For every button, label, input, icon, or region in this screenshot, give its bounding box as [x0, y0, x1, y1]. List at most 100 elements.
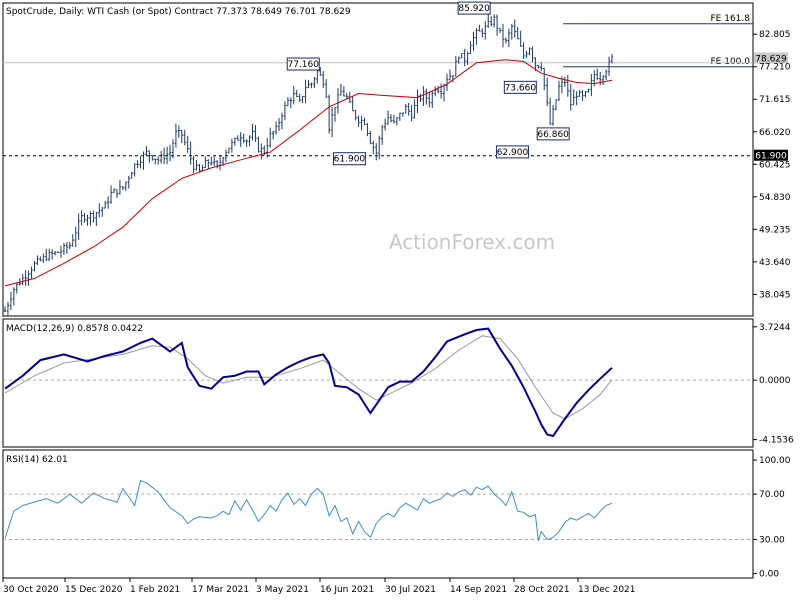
candle: [484, 21, 487, 40]
candle: [204, 156, 207, 168]
candle: [463, 48, 466, 67]
candle: [162, 147, 166, 165]
candle: [68, 242, 72, 250]
candle: [519, 30, 522, 47]
candle: [581, 89, 584, 102]
price-y-tick: 71.615: [759, 95, 791, 105]
candle: [498, 27, 502, 34]
candle: [492, 14, 496, 28]
candle: [584, 90, 587, 98]
candle: [21, 273, 24, 286]
candle: [230, 138, 234, 153]
candle: [607, 56, 611, 76]
svg-text:66.860: 66.860: [537, 130, 569, 140]
candle: [27, 270, 30, 286]
candle: [383, 118, 387, 131]
candle: [369, 130, 372, 145]
x-tick-label: 13 Dec 2021: [578, 585, 636, 595]
candle: [30, 266, 33, 279]
chart-title: SpotCrude, Daily: WTI Cash (or Spot) Con…: [6, 7, 351, 17]
candle: [86, 214, 89, 226]
candle: [451, 75, 455, 83]
candle: [310, 82, 313, 89]
candle: [151, 154, 154, 161]
candle: [213, 156, 216, 167]
x-tick-label: 14 Sep 2021: [450, 585, 507, 595]
candle: [9, 291, 13, 311]
candle: [466, 51, 469, 65]
candle: [360, 116, 363, 131]
candle: [357, 115, 360, 127]
candle: [192, 155, 195, 174]
candle: [548, 97, 552, 125]
candle: [248, 135, 251, 147]
candle: [274, 121, 278, 135]
candle: [525, 50, 528, 58]
candle: [395, 116, 399, 126]
candle: [50, 249, 54, 260]
price-annotation: 61.900: [332, 152, 366, 166]
candle: [254, 124, 257, 142]
candle: [336, 88, 340, 114]
candle: [236, 135, 239, 141]
price-annotation: 66.860: [536, 127, 570, 141]
candle: [324, 79, 328, 98]
x-tick-label: 1 Feb 2021: [130, 585, 180, 595]
rsi-line: [4, 479, 613, 541]
signal-line: [4, 335, 613, 420]
watermark: ActionForex.com: [389, 230, 555, 254]
candle: [610, 53, 614, 64]
candle: [378, 135, 381, 160]
price-y-tick: 54.830: [759, 193, 791, 203]
candle: [457, 56, 460, 64]
candle: [210, 156, 213, 166]
macd-title: MACD(12,26,9) 0.8578 0.0422: [6, 324, 143, 334]
candle: [183, 129, 186, 146]
level-label: FE 161.8: [711, 14, 751, 24]
candle: [578, 90, 581, 97]
candle: [233, 137, 237, 146]
candle: [89, 211, 92, 226]
macd-panel: [3, 327, 753, 438]
candle: [15, 283, 18, 294]
candle: [271, 130, 275, 140]
candle: [407, 102, 410, 116]
candle: [207, 159, 210, 169]
candle: [398, 112, 402, 122]
candle: [115, 189, 119, 198]
rsi-y-tick: 100.00: [759, 456, 791, 466]
candle: [292, 85, 295, 105]
price-y-tick: 82.805: [759, 30, 791, 40]
candle: [286, 97, 290, 107]
candle: [475, 28, 478, 45]
candle: [425, 88, 428, 105]
candle: [45, 248, 48, 262]
candle: [460, 52, 463, 59]
candle: [218, 154, 222, 171]
candle: [33, 260, 36, 272]
candle: [428, 91, 431, 108]
candle: [12, 287, 16, 306]
candle: [65, 241, 69, 254]
candle: [487, 14, 490, 28]
candle: [363, 117, 366, 125]
rsi-y-tick: 0.00: [759, 570, 779, 580]
candle: [133, 163, 136, 177]
moving-average-line: [4, 59, 613, 287]
candle: [257, 136, 260, 153]
candle: [572, 89, 575, 106]
candle: [322, 70, 325, 88]
candle: [215, 160, 219, 169]
price-annotation: 85.920: [457, 1, 491, 15]
candle: [342, 86, 346, 97]
last-price-label: 78.629: [755, 54, 787, 64]
candle: [106, 196, 110, 209]
candle: [604, 69, 608, 81]
candle: [551, 104, 555, 126]
candle: [127, 175, 130, 189]
macd-panel-frame: [2, 318, 754, 448]
candle: [112, 188, 116, 193]
price-y-tick: 77.210: [759, 63, 791, 73]
candle: [165, 146, 169, 165]
